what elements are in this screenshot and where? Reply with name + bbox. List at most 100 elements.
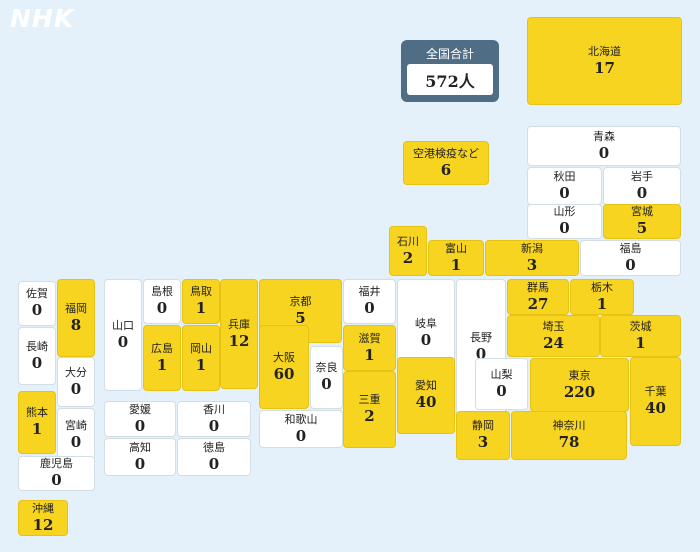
prefecture-tile: 佐賀 0 — [18, 281, 56, 326]
prefecture-count: 0 — [134, 454, 146, 473]
prefecture-count: 0 — [559, 219, 570, 237]
prefecture-tile: 和歌山 0 — [259, 410, 343, 448]
prefecture-name: 青森 — [593, 129, 615, 143]
prefecture-count: 0 — [70, 432, 82, 451]
nhk-logo: NHK — [10, 4, 75, 33]
prefecture-count: 220 — [563, 382, 596, 401]
prefecture-tile: 空港検疫など 6 — [403, 141, 489, 185]
prefecture-count: 0 — [51, 471, 62, 489]
prefecture-count: 0 — [364, 299, 375, 317]
prefecture-count: 17 — [594, 58, 615, 77]
prefecture-tile: 北海道 17 — [527, 17, 682, 105]
prefecture-count: 1 — [156, 355, 168, 374]
prefecture-name: 神奈川 — [552, 419, 586, 433]
prefecture-tile: 福井 0 — [343, 279, 396, 324]
prefecture-name: 兵庫 — [228, 317, 250, 331]
prefecture-name: 鳥取 — [190, 285, 212, 299]
prefecture-count: 1 — [635, 333, 646, 352]
prefecture-name: 広島 — [151, 341, 173, 355]
prefecture-name: 宮崎 — [65, 418, 87, 432]
prefecture-count: 0 — [475, 345, 487, 363]
prefecture-tile: 三重 2 — [343, 371, 396, 448]
prefecture-tile: 熊本 1 — [18, 391, 56, 454]
prefecture-name: 奈良 — [315, 361, 338, 375]
prefecture-tile: 愛知 40 — [397, 357, 455, 434]
prefecture-name: 熊本 — [26, 406, 48, 420]
prefecture-count: 0 — [156, 299, 168, 317]
prefecture-tile: 長崎 0 — [18, 327, 56, 385]
prefecture-name: 茨城 — [629, 319, 652, 333]
prefecture-name: 山口 — [112, 318, 134, 332]
prefecture-tile: 山口 0 — [104, 279, 142, 391]
prefecture-tile: 鹿児島 0 — [18, 456, 95, 491]
prefecture-tile: 広島 1 — [143, 325, 181, 391]
prefecture-tile: 栃木 1 — [570, 279, 634, 315]
prefecture-tile: 富山 1 — [428, 240, 484, 276]
prefecture-tile: 徳島 0 — [177, 438, 251, 476]
prefecture-count: 2 — [364, 407, 375, 425]
prefecture-tile: 高知 0 — [104, 438, 176, 476]
prefecture-name: 大分 — [65, 365, 87, 379]
prefecture-name: 高知 — [129, 440, 151, 454]
prefecture-name: 岩手 — [631, 169, 653, 183]
prefecture-name: 富山 — [445, 241, 467, 255]
prefecture-name: 三重 — [358, 393, 381, 407]
prefecture-name: 北海道 — [588, 44, 621, 58]
prefecture-count: 0 — [636, 183, 648, 202]
prefecture-name: 千葉 — [644, 385, 667, 399]
prefecture-count: 0 — [134, 416, 146, 435]
prefecture-name: 静岡 — [472, 419, 494, 433]
prefecture-tile: 兵庫 12 — [220, 279, 258, 389]
prefecture-tile: 福岡 8 — [57, 279, 95, 357]
prefecture-count: 78 — [558, 433, 580, 451]
prefecture-count: 2 — [402, 248, 414, 267]
prefecture-name: 宮城 — [631, 205, 653, 219]
prefecture-name: 京都 — [289, 294, 312, 308]
prefecture-count: 1 — [364, 345, 375, 364]
prefecture-name: 鹿児島 — [40, 457, 73, 471]
prefecture-name: 新潟 — [521, 241, 543, 255]
prefecture-tile: 香川 0 — [177, 401, 251, 437]
prefecture-count: 1 — [596, 294, 608, 313]
prefecture-count: 3 — [477, 433, 489, 451]
prefecture-count: 0 — [208, 454, 220, 473]
prefecture-name: 徳島 — [203, 440, 225, 454]
prefecture-tile: 滋賀 1 — [343, 325, 396, 371]
prefecture-name: 山形 — [553, 205, 576, 219]
prefecture-count: 60 — [273, 364, 295, 383]
prefecture-count: 40 — [415, 393, 437, 411]
prefecture-name: 埼玉 — [542, 319, 565, 333]
prefecture-name: 愛知 — [415, 379, 437, 393]
prefecture-name: 長野 — [470, 331, 492, 345]
prefecture-count: 6 — [440, 160, 452, 179]
prefecture-name: 福島 — [619, 241, 642, 255]
prefecture-name: 石川 — [397, 234, 419, 248]
prefecture-count: 5 — [636, 219, 648, 237]
prefecture-tile: 埼玉 24 — [507, 315, 600, 357]
prefecture-count: 5 — [295, 308, 306, 327]
prefecture-count: 0 — [559, 183, 570, 202]
prefecture-tile: 岩手 0 — [603, 167, 681, 205]
prefecture-tile: 山梨 0 — [475, 358, 528, 410]
prefecture-name: 香川 — [203, 402, 225, 416]
prefecture-name: 山梨 — [490, 367, 513, 381]
prefecture-tile: 宮崎 0 — [57, 408, 95, 462]
national-total-value: 572人 — [407, 64, 493, 95]
prefecture-name: 長崎 — [26, 339, 48, 353]
prefecture-tile: 鳥取 1 — [182, 279, 220, 324]
prefecture-count: 8 — [70, 315, 82, 334]
prefecture-count: 1 — [31, 420, 43, 438]
prefecture-name: 佐賀 — [26, 287, 48, 301]
prefecture-tile: 東京 220 — [530, 358, 629, 412]
prefecture-count: 0 — [31, 301, 43, 319]
prefecture-count: 1 — [450, 255, 462, 274]
prefecture-name: 東京 — [568, 368, 591, 382]
prefecture-tile: 千葉 40 — [630, 357, 681, 446]
prefecture-tile: 奈良 0 — [310, 346, 343, 409]
prefecture-tile: 愛媛 0 — [104, 401, 176, 437]
prefecture-count: 0 — [70, 379, 82, 398]
prefecture-tile: 宮城 5 — [603, 204, 681, 239]
prefecture-name: 愛媛 — [129, 402, 151, 416]
prefecture-tile: 静岡 3 — [456, 411, 510, 460]
prefecture-count: 0 — [295, 426, 307, 445]
